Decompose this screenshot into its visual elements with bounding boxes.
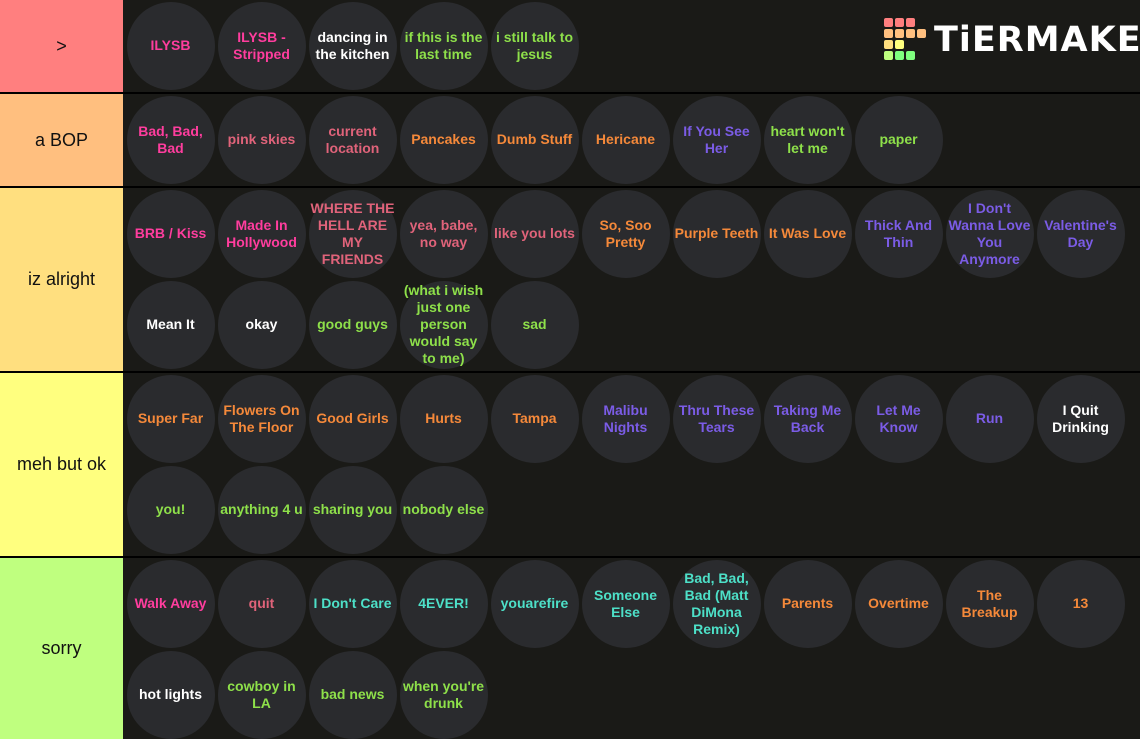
tier-item: dancing in the kitchen xyxy=(308,1,397,90)
tier-items: BRB / Kiss Made In Hollywood WHERE THE HEL… xyxy=(125,188,1140,371)
tier-items: Walk Away quit I Don't Care 4EVER! youarefir… xyxy=(125,558,1140,739)
tier-item: Run xyxy=(945,374,1034,463)
tier-item: okay xyxy=(217,280,306,369)
tier-item: youarefire xyxy=(490,559,579,648)
tier-item: paper xyxy=(854,95,943,184)
tier-label: meh but ok xyxy=(0,373,123,556)
tier-item: good guys xyxy=(308,280,397,369)
tier-item: current location xyxy=(308,95,397,184)
tier-item: Malibu Nights xyxy=(581,374,670,463)
tier-item: Dumb Stuff xyxy=(490,95,579,184)
tier: sorry Walk Away quit I Don't Care 4EVER! youa… xyxy=(0,558,1140,739)
tier-item: yea, babe, no way xyxy=(399,189,488,278)
tier-item: (what i wish just one person would say t… xyxy=(399,280,488,369)
tier-item: Walk Away xyxy=(126,559,215,648)
tier-item: ILYSB xyxy=(126,1,215,90)
tier-items: ILYSB ILYSB - Stripped dancing in the kitc… xyxy=(125,0,1140,92)
tier-item: Good Girls xyxy=(308,374,397,463)
tier-item: So, Soo Pretty xyxy=(581,189,670,278)
tier-label: iz alright xyxy=(0,188,123,371)
tier-item: Pancakes xyxy=(399,95,488,184)
tier-item: Overtime xyxy=(854,559,943,648)
tier-item: If You See Her xyxy=(672,95,761,184)
tier-items: Bad, Bad, Bad pink skies current location P… xyxy=(125,94,1140,186)
tier: > ILYSB ILYSB - Stripped dancing in the kit… xyxy=(0,0,1140,92)
tier-item: Valentine's Day xyxy=(1036,189,1125,278)
tier-item: if this is the last time xyxy=(399,1,488,90)
tier-item: ILYSB - Stripped xyxy=(217,1,306,90)
tier-item: The Breakup xyxy=(945,559,1034,648)
tier-item: Hericane xyxy=(581,95,670,184)
tier-item: Flowers On The Floor xyxy=(217,374,306,463)
tier-item: 4EVER! xyxy=(399,559,488,648)
tier-item: heart won't let me xyxy=(763,95,852,184)
tier-item: Mean It xyxy=(126,280,215,369)
tier-item: bad news xyxy=(308,650,397,739)
tier-item: pink skies xyxy=(217,95,306,184)
tier-item: sharing you xyxy=(308,465,397,554)
tier-item: It Was Love xyxy=(763,189,852,278)
tier-item: Hurts xyxy=(399,374,488,463)
tier-item: BRB / Kiss xyxy=(126,189,215,278)
tier-item: Purple Teeth xyxy=(672,189,761,278)
tier-item: when you're drunk xyxy=(399,650,488,739)
tier-items: Super Far Flowers On The Floor Good Girls H… xyxy=(125,373,1140,556)
tier-item: Thick And Thin xyxy=(854,189,943,278)
logo-text: TiERMAKER xyxy=(934,20,1140,60)
tier: a BOP Bad, Bad, Bad pink skies current loca… xyxy=(0,94,1140,186)
tier-item: Taking Me Back xyxy=(763,374,852,463)
tier-item: Someone Else xyxy=(581,559,670,648)
tier-item: 13 xyxy=(1036,559,1125,648)
tier-item: Parents xyxy=(763,559,852,648)
tier-item: hot lights xyxy=(126,650,215,739)
tier-item: cowboy in LA xyxy=(217,650,306,739)
tier-item: Super Far xyxy=(126,374,215,463)
tier-item: like you lots xyxy=(490,189,579,278)
tier-item: WHERE THE HELL ARE MY FRIENDS xyxy=(308,189,397,278)
tier-item: anything 4 u xyxy=(217,465,306,554)
logo: TiERMAKER xyxy=(884,18,1140,62)
tier-item: you! xyxy=(126,465,215,554)
tier-item: Bad, Bad, Bad (Matt DiMona Remix) xyxy=(672,559,761,648)
tier: meh but ok Super Far Flowers On The Floor G… xyxy=(0,373,1140,556)
tier-item: i still talk to jesus xyxy=(490,1,579,90)
tier: iz alright BRB / Kiss Made In Hollywood WHE… xyxy=(0,188,1140,371)
tier-item: Made In Hollywood xyxy=(217,189,306,278)
logo-icon xyxy=(884,18,926,60)
tier-item: I Quit Drinking xyxy=(1036,374,1125,463)
tier-item: nobody else xyxy=(399,465,488,554)
tier-item: Bad, Bad, Bad xyxy=(126,95,215,184)
tier-label: a BOP xyxy=(0,94,123,186)
tier-label: > xyxy=(0,0,123,92)
tier-item: I Don't Care xyxy=(308,559,397,648)
tier-item: Thru These Tears xyxy=(672,374,761,463)
tier-label: sorry xyxy=(0,558,123,739)
tier-item: Let Me Know xyxy=(854,374,943,463)
tier-item: sad xyxy=(490,280,579,369)
tier-item: I Don't Wanna Love You Anymore xyxy=(945,189,1034,278)
tier-item: quit xyxy=(217,559,306,648)
tier-item: Tampa xyxy=(490,374,579,463)
